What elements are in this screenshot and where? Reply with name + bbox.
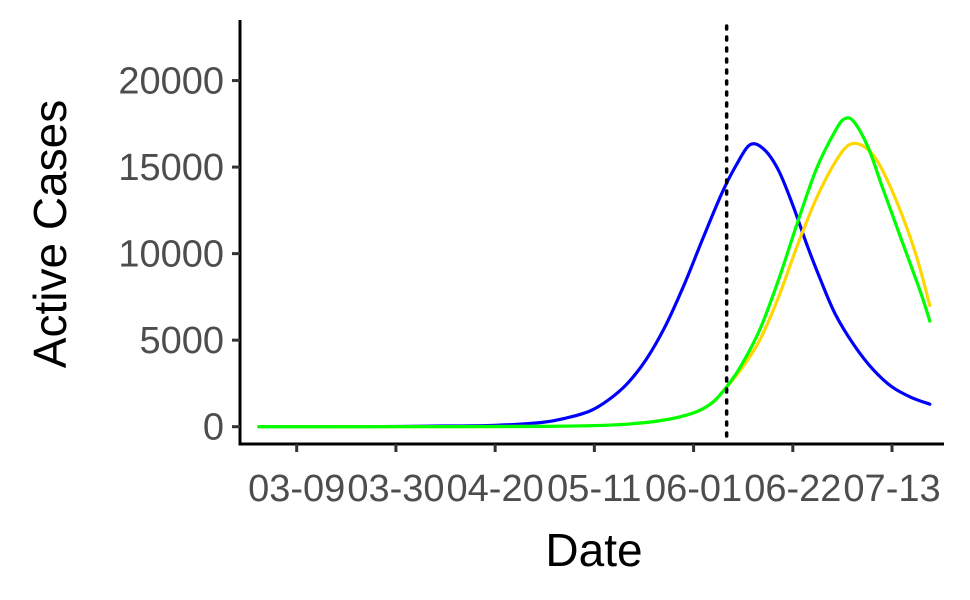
ticks: 0 5000 10000 15000 20000 03-09 03-30 04-20 05-11… <box>118 61 940 510</box>
series-lines <box>257 24 932 446</box>
x-tick-label: 03-09 <box>248 468 345 510</box>
y-tick-label: 10000 <box>118 234 224 276</box>
x-tick-label: 06-01 <box>645 468 742 510</box>
y-tick-label: 15000 <box>118 147 224 189</box>
x-tick-label: 03-30 <box>347 468 444 510</box>
x-tick-label: 06-22 <box>744 468 841 510</box>
x-tick-label: 04-20 <box>447 468 544 510</box>
x-tick-label: 07-13 <box>843 468 940 510</box>
y-tick-label: 5000 <box>139 320 224 362</box>
axes <box>238 20 944 446</box>
y-axis-title: Active Cases <box>24 100 76 368</box>
x-axis-title: Date <box>545 524 642 576</box>
series-line-yellow <box>257 141 932 429</box>
y-tick-label: 20000 <box>118 61 224 103</box>
y-tick-label: 0 <box>203 407 224 449</box>
x-tick-label: 05-11 <box>547 468 641 510</box>
series-line-blue <box>257 142 932 429</box>
series-line-green <box>257 116 932 429</box>
